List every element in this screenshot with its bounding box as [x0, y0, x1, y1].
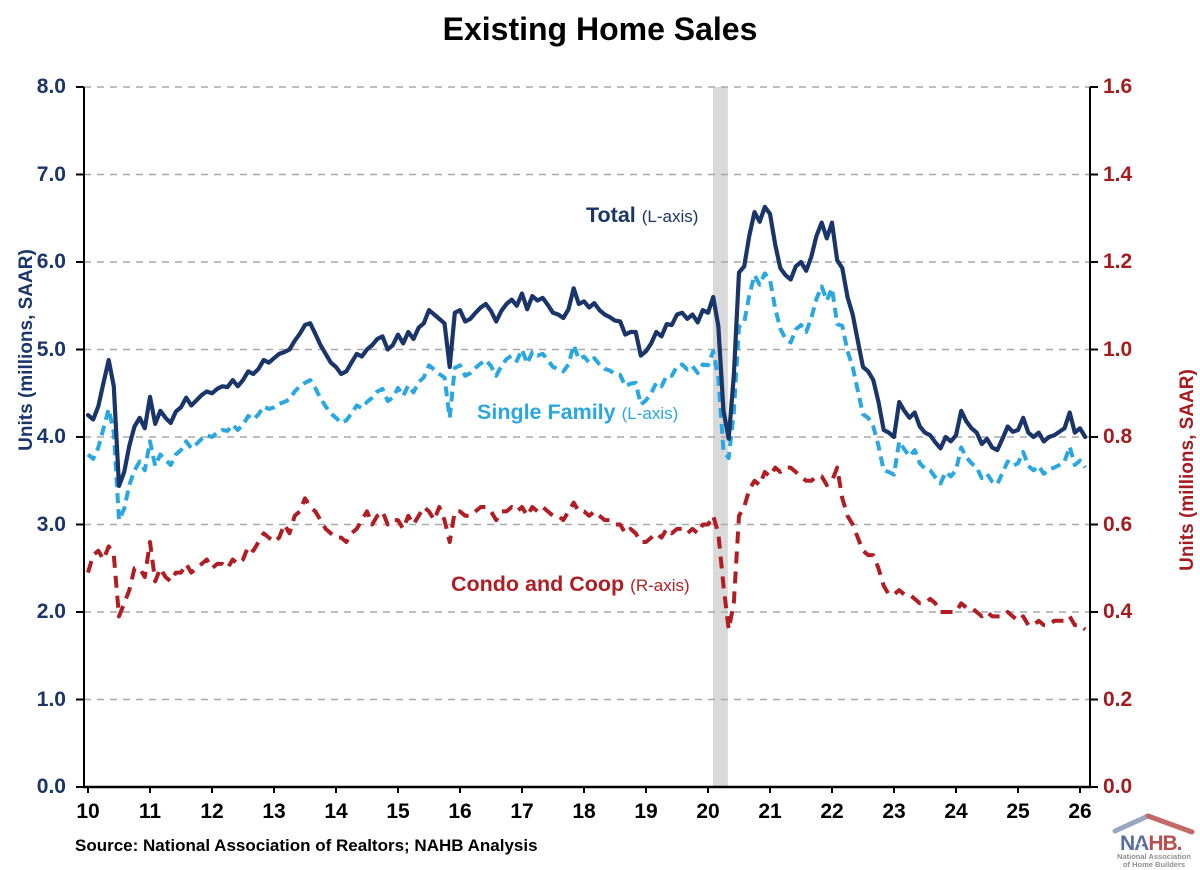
left-axis-tick-label: 0.0: [36, 775, 66, 798]
logo-wordmark: NAHB.: [1120, 832, 1182, 855]
logo-subtext-1: National Association: [1117, 852, 1191, 861]
x-axis-tick-label: 22: [820, 800, 844, 823]
x-axis-tick-label: 25: [1006, 800, 1030, 823]
x-axis-tick-label: 12: [200, 800, 224, 823]
chart-title: Existing Home Sales: [442, 11, 758, 47]
series-label-condo-axis: (R-axis): [630, 576, 690, 595]
right-axis-tick-label: 1.2: [1103, 250, 1133, 273]
x-axis-tick-label: 10: [76, 800, 100, 823]
series-label-single-family: Single Family (L-axis): [477, 400, 678, 425]
nahb-logo: NAHB. ★ National Association of Home Bui…: [1112, 810, 1196, 870]
x-axis-tick-label: 24: [944, 800, 968, 823]
logo-roof-left: [1112, 813, 1151, 834]
right-axis-title: Units (millions, SAAR): [1177, 369, 1198, 571]
left-axis-tick-label: 6.0: [36, 250, 66, 273]
x-axis-tick-label: 11: [138, 800, 162, 823]
series-label-single-family-name: Single Family: [477, 400, 616, 424]
series-label-single-family-axis: (L-axis): [621, 404, 679, 423]
right-axis-tick-label: 0.4: [1103, 600, 1133, 623]
series-label-condo-name: Condo and Coop: [451, 572, 625, 596]
x-axis-tick-label: 20: [696, 800, 720, 823]
right-axis-tick-label: 1.0: [1103, 337, 1133, 361]
series-label-total: Total (L-axis): [586, 203, 698, 228]
x-axis-tick-label: 26: [1068, 800, 1092, 823]
right-axis-tick-label: 0.0: [1103, 775, 1133, 798]
left-axis-tick-label: 5.0: [36, 337, 66, 361]
right-axis-tick-label: 0.6: [1103, 512, 1133, 536]
nahb-logo-image: NAHB. ★ National Association of Home Bui…: [1112, 813, 1195, 869]
x-axis-tick-label: 13: [262, 800, 286, 823]
right-axis-tick-label: 1.6: [1103, 75, 1133, 98]
left-axis-tick-label: 3.0: [36, 512, 66, 536]
left-axis-tick-label: 7.0: [36, 162, 66, 186]
x-axis-tick-label: 16: [448, 800, 472, 823]
right-axis-tick-label: 0.8: [1103, 425, 1133, 448]
left-axis-title: Units (millions, SAAR): [16, 249, 37, 451]
series-label-total-axis: (L-axis): [641, 207, 699, 226]
x-axis-tick-label: 19: [634, 800, 658, 823]
source-note: Source: National Association of Realtors…: [75, 836, 538, 855]
x-axis-tick-label: 18: [572, 800, 596, 823]
x-axis-tick-label: 15: [386, 800, 410, 823]
series-label-total-name: Total: [586, 203, 636, 227]
right-axis-tick-label: 0.2: [1103, 687, 1133, 711]
x-axis-tick-label: 21: [758, 800, 782, 823]
x-axis-tick-label: 17: [510, 800, 534, 823]
logo-roof-right: [1145, 813, 1195, 835]
left-axis-tick-label: 1.0: [36, 687, 66, 711]
series-label-condo: Condo and Coop (R-axis): [451, 572, 690, 597]
x-axis-tick-label: 23: [882, 800, 906, 823]
series-line-condo-and-coop: [86, 465, 1087, 632]
right-axis-tick-label: 1.4: [1103, 162, 1133, 186]
left-axis-tick-label: 4.0: [36, 425, 66, 448]
left-axis-tick-label: 2.0: [36, 600, 66, 623]
left-axis-tick-label: 8.0: [36, 75, 66, 98]
logo-star-icon: ★: [1137, 840, 1144, 849]
series-line-single-family: [86, 271, 1087, 523]
x-axis-tick-label: 14: [324, 800, 348, 823]
series-line-total: [85, 204, 1088, 489]
logo-subtext-2: of Home Builders: [1123, 860, 1185, 868]
